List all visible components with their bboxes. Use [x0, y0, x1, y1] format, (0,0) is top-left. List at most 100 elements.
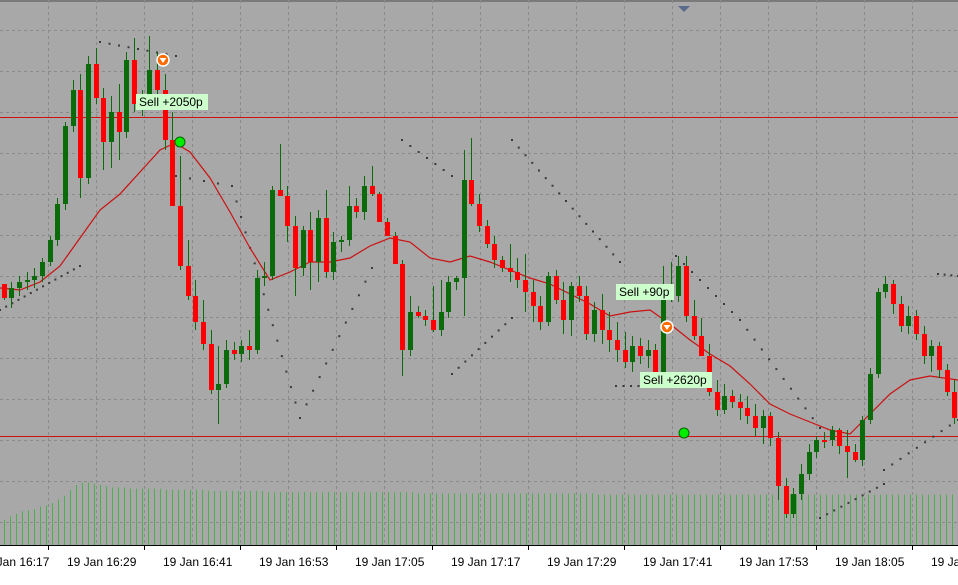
- sar-dot: [477, 348, 480, 351]
- candle-body-bear: [500, 260, 505, 268]
- plot-background: [0, 0, 958, 545]
- candle-body-bear: [692, 316, 697, 336]
- trade-label-1: Sell +2050p: [136, 94, 208, 110]
- x-tick-label-6: 19 Jan 17:29: [547, 555, 617, 569]
- sar-dot: [280, 355, 283, 358]
- candle-body-bull: [860, 420, 865, 460]
- parabolic-sar: [0, 41, 958, 519]
- candle-body-bull: [109, 112, 114, 142]
- candle-body-bear: [431, 320, 436, 330]
- x-tick-label-3: 19 Jan 16:53: [259, 555, 329, 569]
- sar-dot: [571, 207, 574, 210]
- sar-dot: [217, 182, 219, 185]
- candle-body-bull: [63, 126, 68, 204]
- sar-dot: [371, 267, 373, 269]
- sar-dot: [0, 309, 1, 311]
- down-arrow-icon: [159, 58, 167, 63]
- sar-dot: [267, 308, 270, 311]
- candle-body-bear: [193, 296, 198, 322]
- sar-dot: [937, 273, 939, 275]
- candle-body-bear: [600, 310, 605, 330]
- scroll-marker-icon[interactable]: [678, 6, 690, 12]
- horizontal-levels: [0, 117, 958, 437]
- sar-dot: [915, 446, 918, 449]
- candle-body-bull: [546, 276, 551, 322]
- sar-dot: [775, 368, 778, 371]
- candle-body-bear: [899, 304, 904, 326]
- sar-dot: [79, 265, 81, 267]
- sar-dot: [943, 273, 946, 276]
- sar-dot: [146, 49, 149, 52]
- candle-body-bull: [761, 416, 766, 428]
- sar-dot: [426, 157, 428, 159]
- candle-body-bear: [285, 196, 290, 226]
- sar-dot: [60, 275, 63, 278]
- sar-dot: [637, 385, 640, 387]
- sar-dot: [276, 339, 279, 342]
- sar-dot: [231, 185, 233, 187]
- candle-body-bull: [124, 60, 129, 132]
- candle-body-bear: [477, 204, 482, 226]
- sar-dot: [891, 463, 894, 466]
- candle-body-bear: [891, 284, 896, 304]
- sar-dot: [746, 328, 749, 331]
- sar-dot: [592, 230, 594, 233]
- sar-dot: [715, 295, 717, 297]
- sar-dot: [108, 42, 111, 45]
- candle-body-bear: [753, 416, 758, 428]
- sar-dot: [484, 341, 487, 344]
- trade-label-3-text: Sell +2620p: [643, 373, 707, 387]
- candle-body-bull: [9, 288, 14, 298]
- x-tick-label-8: 19 Jan 17:53: [739, 555, 809, 569]
- sar-dot: [924, 441, 927, 444]
- candle-body-bear: [531, 292, 536, 306]
- ma-line: [0, 142, 958, 435]
- sar-dot: [312, 389, 315, 392]
- sar-dot: [244, 231, 247, 234]
- sar-dot: [847, 501, 850, 504]
- candle-body-bear: [768, 416, 773, 438]
- candle-body-bear: [492, 244, 497, 260]
- sar-dot: [271, 324, 274, 327]
- candle-body-bull: [362, 186, 367, 212]
- candle-body-bear: [784, 486, 789, 514]
- candle-body-bear: [247, 346, 252, 350]
- candle-body-bear: [377, 194, 382, 222]
- sar-dot: [619, 261, 621, 263]
- candle-body-bear: [584, 296, 589, 334]
- candle-body-bull: [224, 350, 229, 384]
- sar-dot: [699, 279, 701, 281]
- exit-dot-icon: [678, 427, 690, 439]
- candle-body-bear: [853, 452, 858, 460]
- candle-body-bear: [354, 206, 359, 212]
- sar-dot: [451, 373, 453, 375]
- sar-dot: [615, 385, 617, 387]
- sar-dot: [331, 348, 334, 351]
- candle-body-bear: [699, 336, 704, 356]
- sar-dot: [118, 44, 120, 47]
- candle-body-bear: [117, 112, 122, 132]
- candle-body-bear: [186, 266, 191, 296]
- sar-dot: [950, 274, 953, 277]
- candle-body-bear: [308, 230, 313, 262]
- sar-dot: [819, 517, 821, 519]
- sar-dot: [558, 192, 561, 195]
- candle-body-bull: [454, 278, 459, 282]
- sar-dot: [442, 169, 445, 171]
- candle-body-bear: [278, 190, 283, 196]
- trade-label-1-text: Sell +2050p: [139, 95, 203, 109]
- candle-body-bear: [178, 206, 183, 266]
- sar-dot: [457, 366, 460, 369]
- candle-body-bull: [630, 346, 635, 362]
- candle-body-bear: [508, 268, 513, 272]
- sar-dot: [99, 41, 101, 43]
- sar-dot: [235, 200, 238, 203]
- candle-body-bull: [814, 440, 819, 452]
- candle-body-bear: [400, 264, 405, 350]
- sar-dot: [760, 348, 763, 351]
- volume-bars: [4, 482, 953, 545]
- x-tick-label-7: 19 Jan 17:41: [643, 555, 713, 569]
- sar-dot: [504, 323, 507, 326]
- candle-body-bull: [791, 494, 796, 514]
